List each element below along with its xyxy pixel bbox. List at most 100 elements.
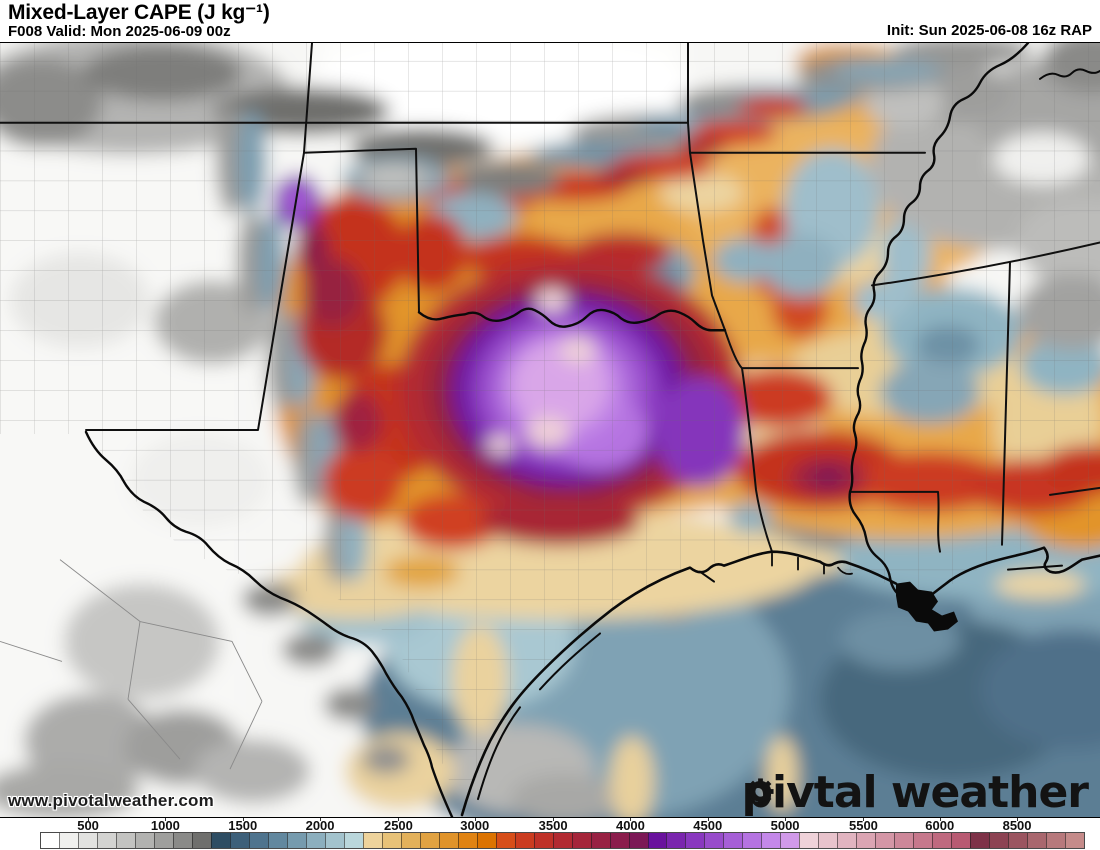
colorbar-cell bbox=[438, 833, 458, 848]
colorbar-cell bbox=[58, 833, 78, 848]
mexico-borders bbox=[0, 559, 263, 770]
colorbar-tick-mark bbox=[939, 818, 941, 821]
colorbar-cell bbox=[343, 833, 363, 848]
colorbar-cell bbox=[571, 833, 591, 848]
colorbar-cell bbox=[552, 833, 572, 848]
valid-time-label: F008 Valid: Mon 2025-06-09 00z bbox=[8, 23, 231, 41]
colorbar-cell bbox=[666, 833, 686, 848]
colorbar-cell bbox=[1046, 833, 1066, 848]
colorbar-cell bbox=[761, 833, 781, 848]
map-area: www.pivotalweather.com piv tal weather bbox=[0, 42, 1100, 818]
colorbar-tick-mark bbox=[88, 818, 90, 821]
colorbar-tick-mark bbox=[553, 818, 555, 821]
colorbar-cell bbox=[913, 833, 933, 848]
colorbar-cell bbox=[818, 833, 838, 848]
colorbar-cell bbox=[229, 833, 249, 848]
mississippi-delta bbox=[896, 581, 958, 632]
init-time-label: Init: Sun 2025-06-08 16z RAP bbox=[886, 22, 1092, 39]
colorbar-cell bbox=[495, 833, 515, 848]
colorbar-cell bbox=[286, 833, 306, 848]
colorbar-tick-mark bbox=[398, 818, 400, 821]
colorbar-legend: 500 1000 1500 2000 2500 3000 3500 4000 4500 5000 5… bbox=[0, 818, 1100, 850]
colorbar-tick-label: 8500 bbox=[1002, 818, 1032, 833]
header: Mixed-Layer CAPE (J kg⁻¹) F008 Valid: Mo… bbox=[0, 0, 1100, 42]
colorbar-cell bbox=[153, 833, 173, 848]
colorbar-tick-label: 5500 bbox=[848, 818, 878, 833]
gear-icon bbox=[746, 778, 774, 805]
colorbar-tick-label: 3500 bbox=[538, 818, 568, 833]
colorbar-tick-mark bbox=[863, 818, 865, 821]
colorbar-cell bbox=[780, 833, 800, 848]
mississippi-river bbox=[848, 43, 1030, 597]
colorbar-cell bbox=[191, 833, 211, 848]
colorbar-cell bbox=[134, 833, 154, 848]
colorbar-cell bbox=[533, 833, 553, 848]
colorbar-cell bbox=[970, 833, 990, 848]
colorbar-cell bbox=[856, 833, 876, 848]
colorbar-tick-mark bbox=[707, 818, 709, 821]
colorbar-cell bbox=[647, 833, 667, 848]
rio-grande-river bbox=[84, 430, 454, 817]
colorbar-tick-mark bbox=[165, 818, 167, 821]
colorbar-cell bbox=[210, 833, 230, 848]
colorbar-tick-label: 4500 bbox=[693, 818, 723, 833]
colorbar-cell bbox=[381, 833, 401, 848]
pivotal-weather-logo: piv tal weather bbox=[742, 767, 1089, 818]
colorbar-tick-mark bbox=[320, 818, 322, 821]
colorbar-cell bbox=[590, 833, 610, 848]
state-borders bbox=[0, 43, 1100, 553]
colorbar-cell bbox=[799, 833, 819, 848]
logo-text-right: tal weather bbox=[813, 767, 1089, 818]
colorbar-tick-mark bbox=[1017, 818, 1019, 821]
colorbar-tick-label: 4000 bbox=[615, 818, 645, 833]
colorbar-cell bbox=[1027, 833, 1047, 848]
colorbar-tick-labels: 500 1000 1500 2000 2500 3000 3500 4000 4500 5000 5… bbox=[40, 818, 1085, 833]
colorbar-tick-label: 2500 bbox=[383, 818, 413, 833]
colorbar-cell bbox=[362, 833, 382, 848]
colorbar-cell bbox=[115, 833, 135, 848]
watermark-url: www.pivotalweather.com bbox=[8, 791, 214, 810]
colorbar-tick-label: 5000 bbox=[770, 818, 800, 833]
colorbar-cell bbox=[704, 833, 724, 848]
colorbar-cell bbox=[837, 833, 857, 848]
colorbar-tick-mark bbox=[630, 818, 632, 821]
colorbar-cell bbox=[685, 833, 705, 848]
colorbar-cell bbox=[894, 833, 914, 848]
colorbar-cell bbox=[267, 833, 287, 848]
colorbar bbox=[40, 832, 1085, 849]
colorbar-cell bbox=[989, 833, 1009, 848]
colorbar-cell bbox=[457, 833, 477, 848]
colorbar-cell bbox=[476, 833, 496, 848]
colorbar-tick-label: 500 bbox=[77, 818, 99, 833]
colorbar-cell bbox=[248, 833, 268, 848]
colorbar-cell bbox=[96, 833, 116, 848]
colorbar-cell bbox=[305, 833, 325, 848]
colorbar-tick-mark bbox=[242, 818, 244, 821]
colorbar-cell bbox=[628, 833, 648, 848]
colorbar-cell bbox=[77, 833, 97, 848]
colorbar-tick-mark bbox=[474, 818, 476, 821]
colorbar-cell bbox=[419, 833, 439, 848]
colorbar-cell bbox=[41, 833, 59, 848]
cape-map bbox=[0, 43, 1100, 817]
title-block: Mixed-Layer CAPE (J kg⁻¹) F008 Valid: Mo… bbox=[8, 2, 270, 40]
colorbar-cell bbox=[324, 833, 344, 848]
colorbar-tick-label: 6000 bbox=[925, 818, 955, 833]
colorbar-cell bbox=[875, 833, 895, 848]
colorbar-cell bbox=[172, 833, 192, 848]
coastline bbox=[460, 546, 1100, 817]
colorbar-tick-label: 3000 bbox=[460, 818, 490, 833]
page-title: Mixed-Layer CAPE (J kg⁻¹) bbox=[8, 1, 270, 25]
colorbar-cell bbox=[609, 833, 629, 848]
colorbar-tick-label: 1500 bbox=[228, 818, 258, 833]
colorbar-cell bbox=[742, 833, 762, 848]
colorbar-tick-label: 2000 bbox=[305, 818, 335, 833]
red-river bbox=[417, 307, 727, 332]
colorbar-tick-label: 1000 bbox=[150, 818, 180, 833]
colorbar-cell bbox=[932, 833, 952, 848]
colorbar-cell bbox=[951, 833, 971, 848]
colorbar-cell bbox=[1065, 833, 1085, 848]
ohio-river bbox=[1039, 68, 1100, 80]
colorbar-cell bbox=[723, 833, 743, 848]
